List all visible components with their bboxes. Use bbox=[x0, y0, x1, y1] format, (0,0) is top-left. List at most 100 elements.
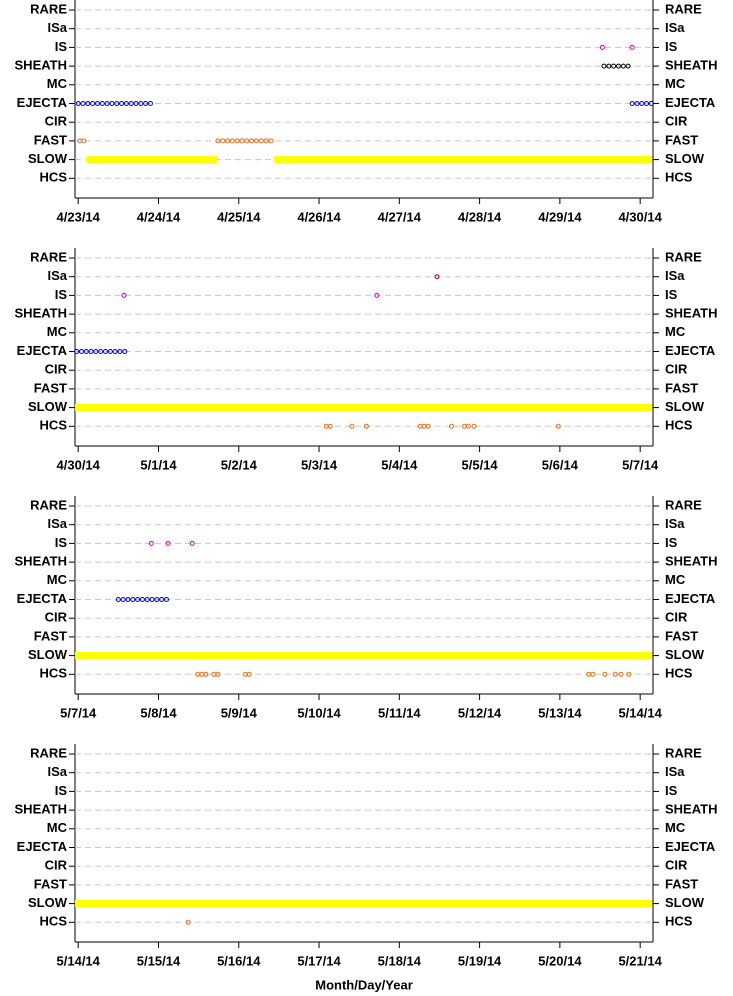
point bbox=[644, 101, 650, 106]
y-tick-label: MC bbox=[47, 820, 68, 835]
point bbox=[612, 671, 618, 677]
point bbox=[88, 349, 94, 354]
y-tick-label: SHEATH bbox=[665, 306, 717, 321]
point bbox=[258, 138, 264, 144]
point bbox=[115, 597, 121, 602]
y-tick-label: SLOW bbox=[665, 895, 705, 910]
point bbox=[215, 138, 221, 144]
y-tick-label: RARE bbox=[665, 745, 702, 760]
point bbox=[648, 101, 654, 106]
x-tick-label: 5/1/14 bbox=[140, 457, 177, 472]
point bbox=[90, 101, 96, 106]
x-tick-label: 5/18/14 bbox=[378, 953, 422, 968]
point bbox=[93, 349, 99, 354]
point bbox=[74, 349, 80, 354]
y-tick-label: HCS bbox=[665, 914, 693, 929]
point bbox=[349, 423, 355, 429]
y-tick-label: SLOW bbox=[28, 399, 68, 414]
x-tick-label: 5/20/14 bbox=[538, 953, 582, 968]
y-tick-label: SHEATH bbox=[665, 802, 717, 817]
interval bbox=[75, 652, 653, 660]
point bbox=[143, 101, 149, 106]
y-tick-label: SLOW bbox=[665, 399, 705, 414]
point bbox=[425, 423, 431, 429]
y-tick-label: HCS bbox=[40, 666, 68, 681]
x-tick-label: 5/15/14 bbox=[137, 953, 181, 968]
y-tick-label: MC bbox=[665, 76, 686, 91]
x-tick-label: 4/24/14 bbox=[137, 209, 181, 224]
x-tick-label: 5/10/14 bbox=[297, 705, 341, 720]
point bbox=[263, 138, 269, 144]
y-tick-label: SLOW bbox=[28, 151, 68, 166]
y-tick-label: IS bbox=[55, 535, 68, 550]
x-tick-label: 5/14/14 bbox=[57, 953, 101, 968]
y-tick-label: MC bbox=[47, 76, 68, 91]
y-tick-label: ISa bbox=[47, 20, 67, 35]
y-tick-label: CIR bbox=[665, 362, 688, 377]
y-tick-label: SLOW bbox=[665, 647, 705, 662]
y-tick-label: ISa bbox=[665, 20, 685, 35]
y-tick-label: HCS bbox=[40, 418, 68, 433]
y-tick-label: HCS bbox=[665, 666, 693, 681]
point bbox=[434, 274, 440, 280]
y-tick-label: MC bbox=[665, 820, 686, 835]
y-tick-label: MC bbox=[665, 572, 686, 587]
x-tick-label: 5/21/14 bbox=[618, 953, 662, 968]
interval bbox=[86, 156, 218, 164]
y-tick-label: HCS bbox=[665, 170, 693, 185]
point bbox=[620, 63, 626, 69]
point bbox=[112, 349, 118, 354]
x-tick-label: 5/17/14 bbox=[297, 953, 341, 968]
point bbox=[125, 597, 131, 602]
point bbox=[246, 671, 252, 677]
y-tick-label: HCS bbox=[40, 914, 68, 929]
point bbox=[85, 101, 91, 106]
y-tick-label: FAST bbox=[665, 628, 698, 643]
point bbox=[625, 63, 631, 69]
point bbox=[123, 101, 129, 106]
y-tick-label: FAST bbox=[665, 380, 698, 395]
interval bbox=[75, 900, 653, 908]
point bbox=[220, 138, 226, 144]
point bbox=[107, 349, 113, 354]
point bbox=[94, 101, 100, 106]
y-tick-label: RARE bbox=[665, 1, 702, 16]
point bbox=[81, 138, 87, 144]
y-tick-label: SHEATH bbox=[665, 554, 717, 569]
point bbox=[117, 349, 123, 354]
x-tick-label: 5/5/14 bbox=[462, 457, 499, 472]
point bbox=[363, 423, 369, 429]
y-tick-label: IS bbox=[55, 39, 68, 54]
y-tick-label: EJECTA bbox=[665, 839, 716, 854]
point bbox=[75, 101, 81, 106]
y-tick-label: SHEATH bbox=[665, 58, 717, 73]
point bbox=[109, 101, 115, 106]
x-tick-label: 5/13/14 bbox=[538, 705, 582, 720]
x-tick-label: 4/25/14 bbox=[217, 209, 261, 224]
x-tick-label: 5/12/14 bbox=[458, 705, 502, 720]
point bbox=[590, 671, 596, 677]
y-tick-label: FAST bbox=[665, 132, 698, 147]
x-tick-label: 5/11/14 bbox=[378, 705, 421, 720]
y-tick-label: RARE bbox=[30, 249, 67, 264]
point bbox=[128, 101, 134, 106]
point bbox=[629, 44, 635, 50]
y-tick-label: SHEATH bbox=[15, 58, 67, 73]
y-tick-label: FAST bbox=[34, 876, 67, 891]
point bbox=[599, 44, 605, 50]
y-tick-label: SLOW bbox=[665, 151, 705, 166]
point bbox=[615, 63, 621, 69]
point bbox=[135, 597, 141, 602]
x-tick-label: 5/14/14 bbox=[618, 705, 662, 720]
point bbox=[138, 101, 144, 106]
y-tick-label: RARE bbox=[665, 497, 702, 512]
point bbox=[634, 101, 640, 106]
point bbox=[164, 597, 170, 602]
y-tick-label: EJECTA bbox=[17, 591, 68, 606]
point bbox=[215, 671, 221, 677]
y-tick-label: ISa bbox=[665, 516, 685, 531]
x-tick-label: 5/7/14 bbox=[60, 705, 97, 720]
point bbox=[83, 349, 89, 354]
